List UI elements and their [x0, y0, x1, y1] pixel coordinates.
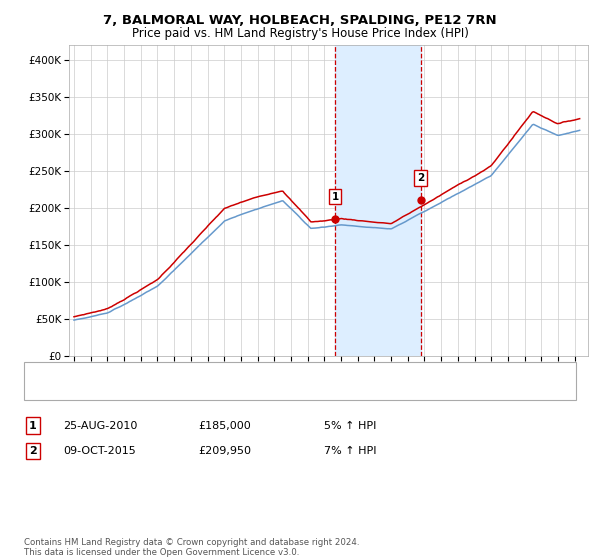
- Text: £185,000: £185,000: [198, 421, 251, 431]
- Text: 7, BALMORAL WAY, HOLBEACH, SPALDING, PE12 7RN: 7, BALMORAL WAY, HOLBEACH, SPALDING, PE1…: [103, 14, 497, 27]
- Bar: [335, 45, 421, 356]
- Text: Contains HM Land Registry data © Crown copyright and database right 2024.
This d: Contains HM Land Registry data © Crown c…: [24, 538, 359, 557]
- Text: HPI: Average price, detached house, South Holland: HPI: Average price, detached house, Sout…: [81, 385, 347, 395]
- Text: 7% ↑ HPI: 7% ↑ HPI: [324, 446, 377, 456]
- Text: 25-AUG-2010: 25-AUG-2010: [63, 421, 137, 431]
- Text: 2: 2: [29, 446, 37, 456]
- Text: 1: 1: [29, 421, 37, 431]
- Text: 5% ↑ HPI: 5% ↑ HPI: [324, 421, 376, 431]
- Text: 7, BALMORAL WAY, HOLBEACH, SPALDING, PE12 7RN (detached house): 7, BALMORAL WAY, HOLBEACH, SPALDING, PE1…: [81, 368, 452, 378]
- Text: 1: 1: [332, 192, 339, 202]
- Text: Price paid vs. HM Land Registry's House Price Index (HPI): Price paid vs. HM Land Registry's House …: [131, 27, 469, 40]
- Text: 09-OCT-2015: 09-OCT-2015: [63, 446, 136, 456]
- Text: £209,950: £209,950: [198, 446, 251, 456]
- Text: 2: 2: [417, 173, 424, 183]
